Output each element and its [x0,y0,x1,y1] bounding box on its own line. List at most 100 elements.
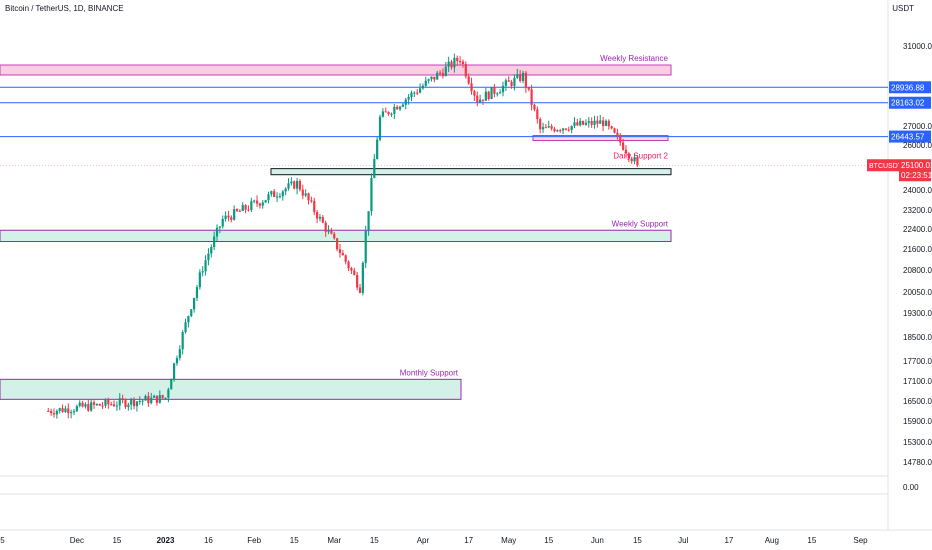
candle-body [444,66,447,77]
candle-body [499,92,502,94]
candle-body [421,85,425,89]
candle-body [207,253,210,261]
candle-body [281,191,284,197]
candle-body [198,272,201,288]
candle-body [338,249,342,254]
candle-body [547,126,550,128]
y-tick-label: 0.00 [903,483,919,492]
candle-body [152,395,156,398]
candle-body [467,76,470,84]
x-tick-label: Feb [247,536,261,545]
zone-daily-support-2[interactable] [270,168,672,176]
y-tick-label: 31000.00 [903,42,932,51]
symbol-tag-label: BTCUSDT [869,163,903,170]
candle-body [441,73,445,77]
x-tick-label: Aug [765,536,779,545]
candle-body [72,411,76,413]
candle-body [47,411,50,412]
candle-body [390,113,393,115]
candle-body [267,194,270,201]
candle-body [381,111,384,117]
candle-body [581,120,585,125]
candle-body [353,270,356,275]
candle-body [313,200,316,213]
candle-body [218,226,221,228]
candle-body [496,93,499,95]
candle-body [539,119,542,130]
candle-body [230,217,233,220]
x-tick-label: 17 [464,536,473,545]
candle-body [610,126,613,129]
candle-body [607,120,610,127]
price-line-tag-label: 28936.88 [891,83,925,92]
candle-body [135,401,139,407]
candle-body [461,61,465,65]
candle-body [75,406,78,412]
last-price-tag [899,159,931,182]
zone-weekly-resistance[interactable] [0,64,672,76]
candle-body [144,396,147,401]
candle-body [636,157,639,166]
price-line-tag-label: 26443.57 [891,133,925,142]
candle-body [64,408,67,412]
candle-body [50,411,53,414]
candle-body [327,230,330,232]
candle-body [253,200,256,202]
zone-label-monthly-support: Monthly Support [400,368,459,377]
candle-body [295,181,299,189]
symbol-tag [867,159,899,172]
candle-body [250,201,253,210]
candle-body [513,77,516,86]
candle-body [424,80,427,86]
candle-body [561,128,565,131]
candle-body [184,322,187,333]
candle-body [367,211,370,231]
candle-body [438,72,442,74]
x-tick-label: 16 [204,536,213,545]
x-tick-label: 15 [544,536,553,545]
candle-body [501,85,505,93]
candle-body [573,122,576,126]
zone-weekly-support[interactable] [0,229,672,242]
y-tick-label: 19300.00 [903,309,932,318]
y-tick-label: 17700.00 [903,357,932,366]
candle-body [127,404,130,407]
candle-body [516,74,519,78]
candle-body [570,125,573,131]
candle-body [410,92,413,97]
candle-body [604,120,608,126]
candle-body [590,121,593,125]
candle-body [370,178,373,212]
candle-body [167,389,170,398]
candle-body [284,188,287,192]
candle-body [396,106,399,110]
zone-monthly-support[interactable] [0,378,462,400]
candle-body [67,408,70,414]
candle-body [524,72,527,88]
y-tick-label: 18500.00 [903,333,932,342]
candle-body [373,159,376,179]
candle-body [413,92,416,94]
candle-body [264,200,267,203]
candle-body [364,230,367,263]
candle-body [619,135,622,143]
candle-body [493,87,496,94]
candle-body [567,129,570,131]
zone-label-weekly-resistance: Weekly Resistance [600,54,668,63]
bar-countdown-label: 02:23:51 [901,171,932,180]
candle-body [536,109,539,120]
candle-body [110,404,113,406]
x-tick-label: 15 [370,536,379,545]
candle-body [473,91,476,96]
candle-body [633,157,636,162]
candle-body [613,128,616,133]
zone-label-daily-support-2: Daily Support 2 [613,152,668,161]
candle-body [358,287,362,293]
candle-body [112,404,116,407]
candle-body [384,111,387,113]
x-tick-label: Jul [678,536,688,545]
candle-body [95,403,98,405]
candle-body [178,349,181,359]
y-tick-label: 14780.00 [903,458,932,467]
candle-body [550,126,553,129]
